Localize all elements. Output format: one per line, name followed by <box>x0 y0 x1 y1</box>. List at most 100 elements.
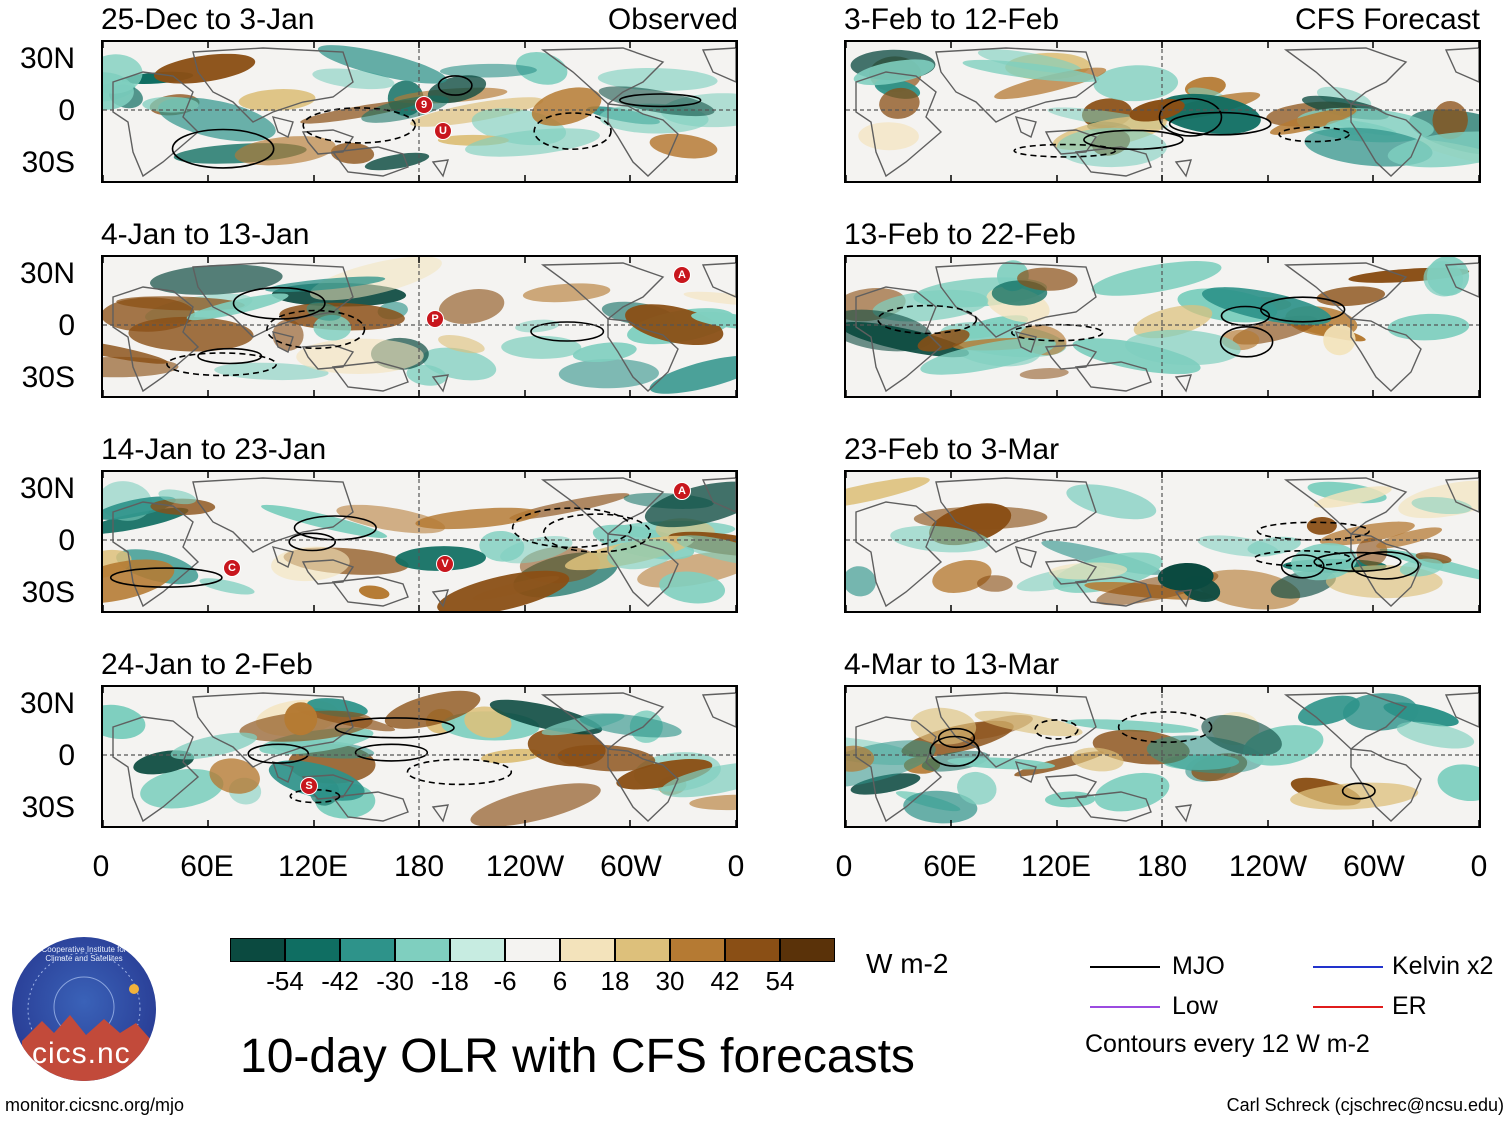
coastline <box>301 129 355 155</box>
coastline <box>607 103 679 177</box>
mjo-contour <box>288 532 336 552</box>
map-svg <box>846 42 1479 181</box>
olr-anomaly-positive <box>616 758 713 790</box>
olr-anomaly-positive <box>1133 305 1213 339</box>
coastline <box>1283 47 1408 105</box>
olr-anomaly-positive <box>103 338 168 364</box>
olr-anomaly-positive <box>128 316 254 352</box>
olr-anomaly-positive <box>1019 368 1069 380</box>
legend-line-er <box>1313 1006 1383 1008</box>
colorbar-swatch <box>560 938 615 962</box>
colorbar-tick-label: -30 <box>376 966 414 996</box>
coastline <box>431 159 449 178</box>
olr-anomaly-negative <box>890 525 991 553</box>
cics-logo: cics.nc Cooperative Institute for Climat… <box>12 937 156 1081</box>
olr-anomaly-negative <box>1387 313 1470 341</box>
coastline <box>935 47 1097 123</box>
olr-anomaly-positive <box>932 560 992 593</box>
mjo-contour <box>877 304 978 335</box>
colorbar-tick-label: 54 <box>765 966 795 996</box>
coastline <box>935 692 1097 768</box>
olr-anomaly-negative <box>186 293 289 321</box>
olr-anomaly-negative <box>579 713 682 738</box>
colorbar-swatch <box>340 938 395 962</box>
figure-title: 10-day OLR with CFS forecasts <box>240 1030 915 1083</box>
mjo-contour <box>166 352 277 377</box>
coastline <box>431 804 449 823</box>
map-panel-forecast-3 <box>844 470 1481 613</box>
mjo-contour <box>437 75 473 96</box>
olr-anomaly-negative <box>1094 772 1170 812</box>
olr-anomaly-negative <box>660 762 736 798</box>
coastline <box>1444 262 1479 298</box>
logo-text: cics.nc <box>32 1037 131 1070</box>
coastline <box>701 47 736 83</box>
olr-anomaly-negative <box>1091 261 1222 296</box>
mjo-contour <box>937 727 976 749</box>
olr-anomaly-negative <box>158 489 197 505</box>
lon-label: 120W <box>485 850 565 883</box>
coastline <box>301 559 355 585</box>
mjo-contour <box>618 93 702 108</box>
olr-anomaly-negative <box>1072 338 1201 375</box>
coastline <box>1074 146 1152 177</box>
colorbar-swatch <box>450 938 505 962</box>
mjo-contour <box>266 309 366 350</box>
map-svg <box>103 257 736 396</box>
olr-anomaly-positive <box>858 122 919 151</box>
olr-anomaly-positive <box>689 794 736 811</box>
forecast-label: CFS Forecast <box>1294 3 1480 36</box>
coastline <box>935 477 1097 553</box>
olr-anomaly-positive <box>358 585 390 600</box>
coastline <box>701 692 736 728</box>
olr-anomaly-negative <box>1387 131 1479 168</box>
coastline <box>431 374 449 393</box>
olr-anomaly-negative <box>850 773 921 795</box>
mjo-contour <box>334 717 455 739</box>
panel-title-fc-2: 13-Feb to 22-Feb <box>844 218 1076 251</box>
olr-anomaly-positive <box>1269 107 1357 135</box>
olr-anomaly-negative <box>1065 719 1199 733</box>
olr-anomaly-negative <box>1426 257 1470 296</box>
mjo-contour <box>929 735 980 767</box>
olr-anomaly-positive <box>238 89 316 111</box>
olr-anomaly-positive <box>209 758 260 794</box>
olr-anomaly-negative <box>846 309 933 352</box>
olr-anomaly-positive <box>879 87 920 119</box>
legend-label-kelvin: Kelvin x2 <box>1392 952 1494 980</box>
lon-label: 120E <box>1020 850 1092 883</box>
olr-anomaly-positive <box>1306 516 1337 535</box>
olr-anomaly-negative <box>607 538 675 570</box>
coastline <box>192 262 354 338</box>
coastline <box>855 716 943 823</box>
olr-anomaly-negative <box>958 315 1029 339</box>
olr-anomaly-positive <box>1376 527 1443 549</box>
olr-anomaly-positive <box>1017 267 1078 291</box>
olr-anomaly-negative <box>140 768 224 809</box>
lon-label: 0 <box>1470 850 1488 883</box>
colorbar-swatch <box>615 938 670 962</box>
legend-line-mjo <box>1090 966 1160 968</box>
olr-anomaly-negative <box>170 732 258 760</box>
map-panel-observed-2 <box>101 255 738 398</box>
olr-anomaly-negative <box>846 566 877 597</box>
olr-anomaly-negative <box>1298 695 1360 726</box>
coastline <box>1174 159 1192 178</box>
coastline <box>1074 791 1152 822</box>
olr-anomaly-positive <box>438 335 485 354</box>
footer-url[interactable]: monitor.cicsnc.org/mjo <box>5 1095 185 1115</box>
mjo-contour <box>406 758 513 786</box>
olr-anomaly-positive <box>917 329 970 352</box>
map-svg <box>846 472 1479 611</box>
olr-anomaly-positive <box>974 710 1083 737</box>
legend-line-kelvin <box>1313 966 1383 968</box>
olr-anomaly-positive <box>910 707 977 745</box>
olr-anomaly-negative <box>598 86 715 117</box>
colorbar-tick-label: 6 <box>552 966 568 996</box>
lon-label: 60E <box>923 850 977 883</box>
coastline <box>301 344 355 370</box>
coastline <box>112 286 200 393</box>
olr-anomaly-negative <box>676 535 736 566</box>
coastline <box>331 576 409 607</box>
olr-anomaly-positive <box>1048 562 1128 580</box>
